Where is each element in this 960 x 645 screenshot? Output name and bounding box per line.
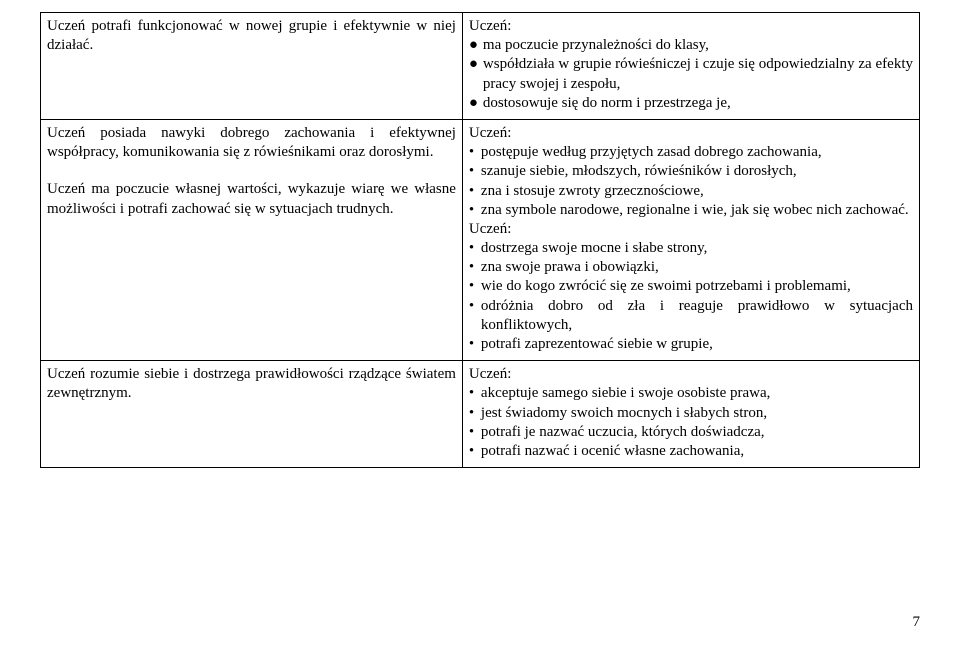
right-header: Uczeń: [469, 124, 913, 143]
table-row: Uczeń rozumie siebie i dostrzega prawidł… [41, 361, 920, 468]
bullet-text: dostosowuje się do norm i przestrzega je… [483, 94, 913, 113]
bullet-dot-icon: ● [469, 94, 483, 113]
bullet-dash-icon: • [469, 423, 481, 442]
bullet-text: szanuje siebie, młodszych, rówieśników i… [481, 162, 913, 181]
bullet-dash-icon: • [469, 258, 481, 277]
bullet-dot-icon: ● [469, 36, 483, 55]
bullet-text: zna symbole narodowe, regionalne i wie, … [481, 201, 913, 220]
right-cell: Uczeń: ● ma poczucie przynależności do k… [462, 13, 919, 120]
table-row: Uczeń posiada nawyki dobrego zachowania … [41, 119, 920, 360]
bullet-text: postępuje według przyjętych zasad dobreg… [481, 143, 913, 162]
bullet-text: zna swoje prawa i obowiązki, [481, 258, 913, 277]
bullet-item: • wie do kogo zwrócić się ze swoimi potr… [469, 277, 913, 296]
bullet-text: wie do kogo zwrócić się ze swoimi potrze… [481, 277, 913, 296]
bullet-text: potrafi je nazwać uczucia, których doświ… [481, 423, 913, 442]
bullet-item: • akceptuje samego siebie i swoje osobis… [469, 384, 913, 403]
left-cell: Uczeń rozumie siebie i dostrzega prawidł… [41, 361, 463, 468]
bullet-dash-icon: • [469, 442, 481, 461]
left-text: Uczeń rozumie siebie i dostrzega prawidł… [47, 365, 456, 403]
bullet-item: ● współdziała w grupie rówieśniczej i cz… [469, 55, 913, 93]
bullet-item: • potrafi je nazwać uczucia, których doś… [469, 423, 913, 442]
bullet-dash-icon: • [469, 384, 481, 403]
bullet-item: • szanuje siebie, młodszych, rówieśników… [469, 162, 913, 181]
left-cell: Uczeń potrafi funkcjonować w nowej grupi… [41, 13, 463, 120]
spacer [47, 162, 456, 180]
page-number: 7 [913, 614, 921, 631]
bullet-item: • jest świadomy swoich mocnych i słabych… [469, 404, 913, 423]
bullet-text: potrafi nazwać i ocenić własne zachowani… [481, 442, 913, 461]
bullet-dash-icon: • [469, 404, 481, 423]
bullet-dash-icon: • [469, 182, 481, 201]
right-header: Uczeń: [469, 17, 913, 36]
bullet-text: dostrzega swoje mocne i słabe strony, [481, 239, 913, 258]
bullet-text: zna i stosuje zwroty grzecznościowe, [481, 182, 913, 201]
bullet-dash-icon: • [469, 143, 481, 162]
bullet-item: • dostrzega swoje mocne i słabe strony, [469, 239, 913, 258]
content-table: Uczeń potrafi funkcjonować w nowej grupi… [40, 12, 920, 468]
bullet-text: odróżnia dobro od zła i reaguje prawidło… [481, 297, 913, 335]
bullet-item: ● dostosowuje się do norm i przestrzega … [469, 94, 913, 113]
left-text: Uczeń potrafi funkcjonować w nowej grupi… [47, 17, 456, 55]
left-text: Uczeń posiada nawyki dobrego zachowania … [47, 124, 456, 162]
bullet-dash-icon: • [469, 277, 481, 296]
bullet-dash-icon: • [469, 201, 481, 220]
bullet-dash-icon: • [469, 297, 481, 335]
bullet-item: • zna i stosuje zwroty grzecznościowe, [469, 182, 913, 201]
bullet-dot-icon: ● [469, 55, 483, 93]
bullet-item: • potrafi nazwać i ocenić własne zachowa… [469, 442, 913, 461]
bullet-item: • zna swoje prawa i obowiązki, [469, 258, 913, 277]
bullet-dash-icon: • [469, 335, 481, 354]
page: Uczeń potrafi funkcjonować w nowej grupi… [0, 0, 960, 645]
right-header: Uczeń: [469, 365, 913, 384]
left-cell: Uczeń posiada nawyki dobrego zachowania … [41, 119, 463, 360]
bullet-text: współdziała w grupie rówieśniczej i czuj… [483, 55, 913, 93]
left-text: Uczeń ma poczucie własnej wartości, wyka… [47, 180, 456, 218]
bullet-text: potrafi zaprezentować siebie w grupie, [481, 335, 913, 354]
right-header: Uczeń: [469, 220, 913, 239]
bullet-text: jest świadomy swoich mocnych i słabych s… [481, 404, 913, 423]
table-row: Uczeń potrafi funkcjonować w nowej grupi… [41, 13, 920, 120]
bullet-text: akceptuje samego siebie i swoje osobiste… [481, 384, 913, 403]
bullet-dash-icon: • [469, 162, 481, 181]
bullet-item: • odróżnia dobro od zła i reaguje prawid… [469, 297, 913, 335]
right-cell: Uczeń: • postępuje według przyjętych zas… [462, 119, 919, 360]
bullet-item: • postępuje według przyjętych zasad dobr… [469, 143, 913, 162]
bullet-dash-icon: • [469, 239, 481, 258]
bullet-item: • potrafi zaprezentować siebie w grupie, [469, 335, 913, 354]
bullet-item: • zna symbole narodowe, regionalne i wie… [469, 201, 913, 220]
bullet-item: ● ma poczucie przynależności do klasy, [469, 36, 913, 55]
bullet-text: ma poczucie przynależności do klasy, [483, 36, 913, 55]
right-cell: Uczeń: • akceptuje samego siebie i swoje… [462, 361, 919, 468]
